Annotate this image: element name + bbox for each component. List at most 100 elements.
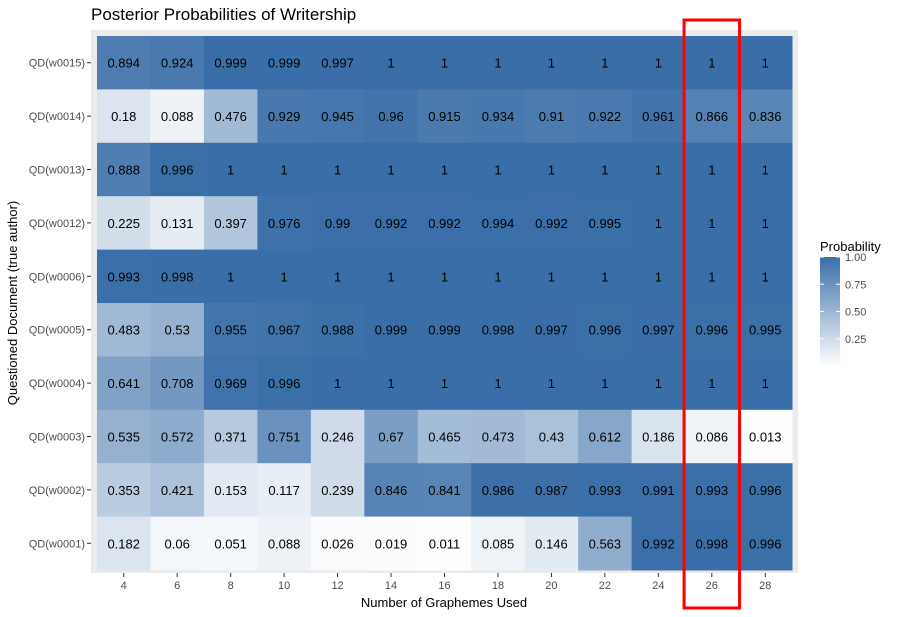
x-tick-label: 22 <box>599 580 611 592</box>
heatmap-cell <box>97 89 151 144</box>
heatmap-cell <box>150 516 205 571</box>
heatmap-cell <box>257 36 312 90</box>
heatmap-cell <box>578 303 633 357</box>
heatmap-cell <box>203 36 258 90</box>
heatmap-cell <box>364 516 419 571</box>
cell-value-label: 1 <box>334 376 341 391</box>
heatmap-cell <box>471 36 526 90</box>
heatmap-cell <box>685 463 740 518</box>
heatmap-cell <box>685 303 740 357</box>
cell-value-label: 0.572 <box>161 430 194 445</box>
cell-value-label: 0.986 <box>482 483 515 498</box>
cell-value-label: 1 <box>708 163 715 178</box>
heatmap-cell <box>738 36 793 90</box>
heatmap-cell <box>417 249 472 304</box>
cell-value-label: 1 <box>548 376 555 391</box>
legend-ticks: 1.00 0.75 0.50 0.25 <box>820 252 866 346</box>
heatmap-cell <box>97 516 151 571</box>
heatmap-cell <box>738 463 793 518</box>
cell-value-label: 0.53 <box>165 323 190 338</box>
cell-value-label: 0.96 <box>378 109 403 124</box>
cell-value-label: 0.996 <box>749 536 782 551</box>
cell-value-label: 0.088 <box>161 109 194 124</box>
heatmap-cell <box>150 89 205 144</box>
cell-value-label: 0.995 <box>749 323 782 338</box>
heatmap-cell <box>310 356 365 411</box>
cell-value-label: 0.153 <box>214 483 247 498</box>
cell-value-label: 1 <box>387 163 394 178</box>
heatmap-cell <box>417 303 472 357</box>
cell-value-label: 0.915 <box>428 109 461 124</box>
cell-value-label: 0.476 <box>214 109 247 124</box>
cell-value-label: 0.239 <box>321 483 354 498</box>
legend-title: Probability <box>820 239 881 254</box>
cell-value-label: 0.967 <box>268 323 301 338</box>
cell-value-label: 0.483 <box>107 323 140 338</box>
heatmap-cell <box>257 409 312 464</box>
heatmap-cell <box>685 356 740 411</box>
y-tick-label: QD(w0012) <box>29 218 85 230</box>
cell-value-label: 0.992 <box>642 536 675 551</box>
heatmap-cell <box>310 36 365 90</box>
heatmap-cell <box>524 249 579 304</box>
cell-value-label: 1 <box>655 163 662 178</box>
cell-value-label: 1 <box>601 163 608 178</box>
cell-value-label: 0.841 <box>428 483 461 498</box>
heatmap-cell <box>471 89 526 144</box>
heatmap-cell <box>417 516 472 571</box>
heatmap-cell <box>631 303 686 357</box>
heatmap-cell <box>203 516 258 571</box>
heatmap-cell <box>203 303 258 357</box>
cell-value-label: 0.996 <box>589 323 622 338</box>
x-tick-label: 8 <box>228 580 234 592</box>
highlight-box <box>682 18 742 610</box>
cell-value-label: 0.996 <box>696 323 729 338</box>
cell-value-label: 1 <box>655 56 662 71</box>
heatmap-cell <box>364 409 419 464</box>
heatmap-cell <box>364 36 419 90</box>
cell-value-label: 1 <box>762 376 769 391</box>
heatmap-cell <box>578 516 633 571</box>
heatmap-cell <box>257 303 312 357</box>
heatmap-cell <box>578 463 633 518</box>
cell-value-label: 1 <box>227 163 234 178</box>
cell-value-label: 0.465 <box>428 430 461 445</box>
y-tick-label: QD(w0001) <box>29 538 85 550</box>
heatmap-cell <box>471 249 526 304</box>
y-axis-title: Questioned Document (true author) <box>5 201 20 406</box>
cell-value-label: 0.998 <box>696 536 729 551</box>
heatmap-cell <box>257 196 312 251</box>
cell-value-label: 1 <box>548 163 555 178</box>
color-legend: Probability 1.00 0.75 0.50 0.25 <box>820 239 881 366</box>
cell-value-label: 1 <box>494 376 501 391</box>
cell-value-label: 0.708 <box>161 376 194 391</box>
cell-value-label: 0.997 <box>321 56 354 71</box>
legend-tick-label: 0.25 <box>845 334 866 346</box>
heatmap-cell <box>257 516 312 571</box>
y-tick-label: QD(w0005) <box>29 325 85 337</box>
cell-value-label: 0.992 <box>428 216 461 231</box>
cell-value-label: 0.086 <box>696 430 729 445</box>
cell-value-label: 1 <box>601 269 608 284</box>
x-tick-label: 20 <box>545 580 557 592</box>
cell-value-label: 0.146 <box>535 536 568 551</box>
heatmap-cell <box>524 516 579 571</box>
heatmap-cell <box>524 89 579 144</box>
heatmap-cell <box>738 303 793 357</box>
cell-value-label: 1 <box>655 269 662 284</box>
heatmap-cell <box>631 463 686 518</box>
cell-value-label: 0.99 <box>325 216 350 231</box>
heatmap-cell <box>471 142 526 197</box>
cell-value-label: 0.999 <box>268 56 301 71</box>
cell-value-label: 0.999 <box>375 323 408 338</box>
heatmap-cell <box>97 463 151 518</box>
cell-value-label: 1 <box>655 376 662 391</box>
heatmap-cell <box>364 303 419 357</box>
cell-value-label: 0.999 <box>428 323 461 338</box>
heatmap-cell <box>578 89 633 144</box>
cell-value-label: 0.051 <box>214 536 247 551</box>
cell-value-label: 1 <box>334 163 341 178</box>
cell-value-label: 1 <box>548 269 555 284</box>
cell-value-label: 0.182 <box>107 536 140 551</box>
heatmap-cell <box>257 356 312 411</box>
